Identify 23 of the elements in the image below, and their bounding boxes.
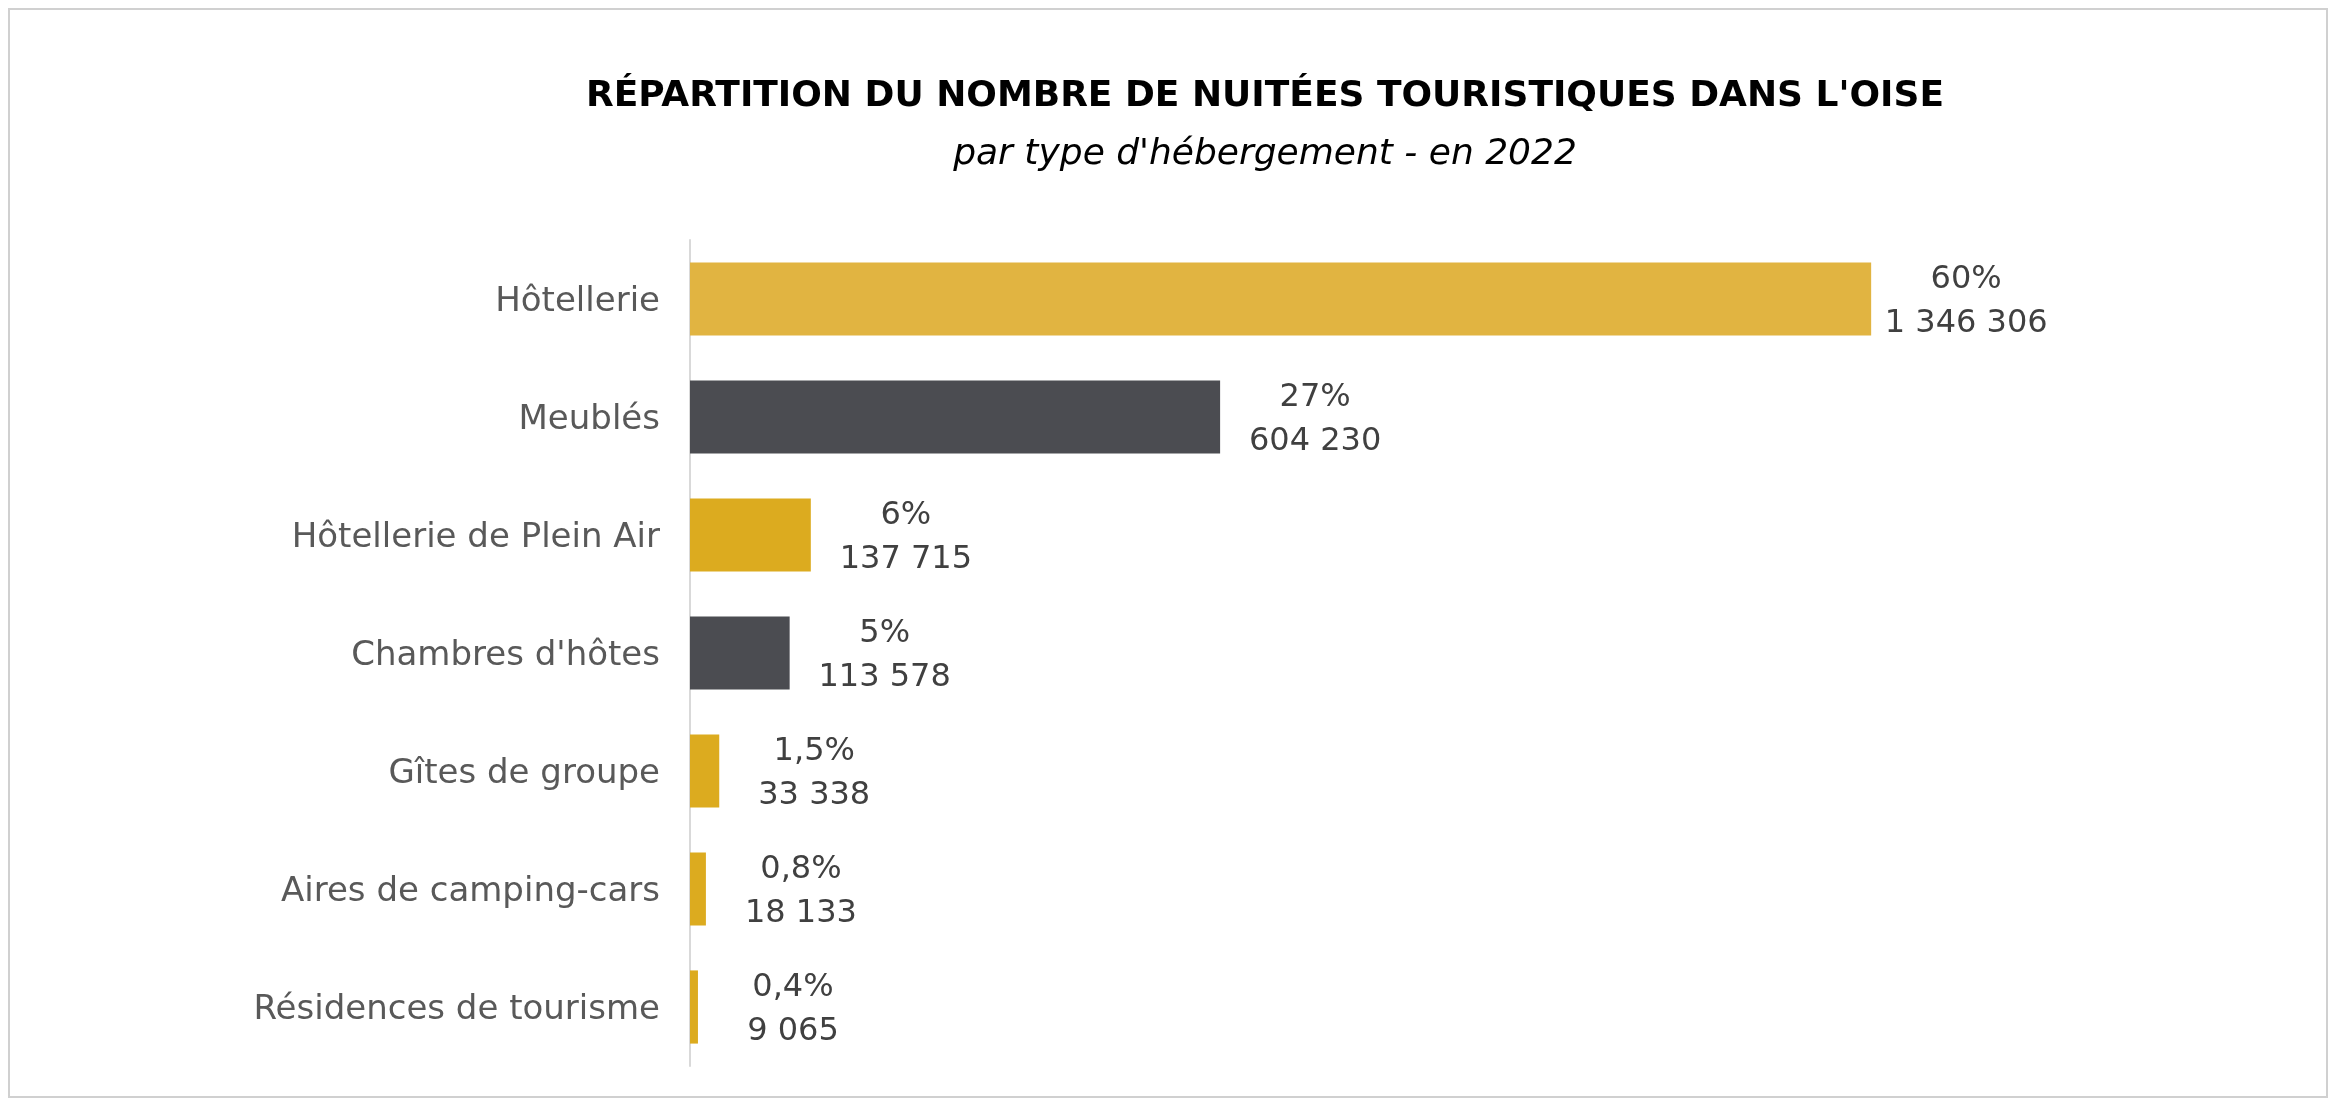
data-label: 5% 113 578: [818, 612, 951, 694]
y-tick-label: Hôtellerie: [495, 279, 660, 319]
bar: [690, 970, 698, 1044]
y-tick-label: Meublés: [518, 397, 660, 437]
y-tick-label: Résidences de tourisme: [253, 987, 660, 1027]
data-label: 0,4% 9 065: [747, 966, 839, 1048]
data-label: 0,8% 18 133: [744, 848, 857, 930]
bar: [690, 262, 1872, 336]
bar: [690, 498, 811, 572]
y-tick-label: Gîtes de groupe: [388, 751, 660, 791]
bar: [690, 734, 720, 808]
data-label: 60% 1 346 306: [1884, 258, 2048, 340]
bar: [690, 380, 1221, 454]
bar: [690, 852, 706, 926]
y-tick-label: Aires de camping-cars: [281, 869, 660, 909]
data-label: 1,5% 33 338: [758, 730, 871, 812]
bar: [690, 616, 790, 690]
data-label: 27% 604 230: [1248, 376, 1382, 458]
y-tick-label: Hôtellerie de Plein Air: [291, 515, 661, 555]
chart-title: RÉPARTITION DU NOMBRE DE NUITÉES TOURISTIQUES DANS L'OISE: [585, 72, 1945, 114]
data-label: 6% 137 715: [839, 494, 972, 576]
chart-subtitle: par type d'hébergement - en 2022: [952, 130, 1577, 172]
y-tick-label: Chambres d'hôtes: [351, 633, 660, 673]
